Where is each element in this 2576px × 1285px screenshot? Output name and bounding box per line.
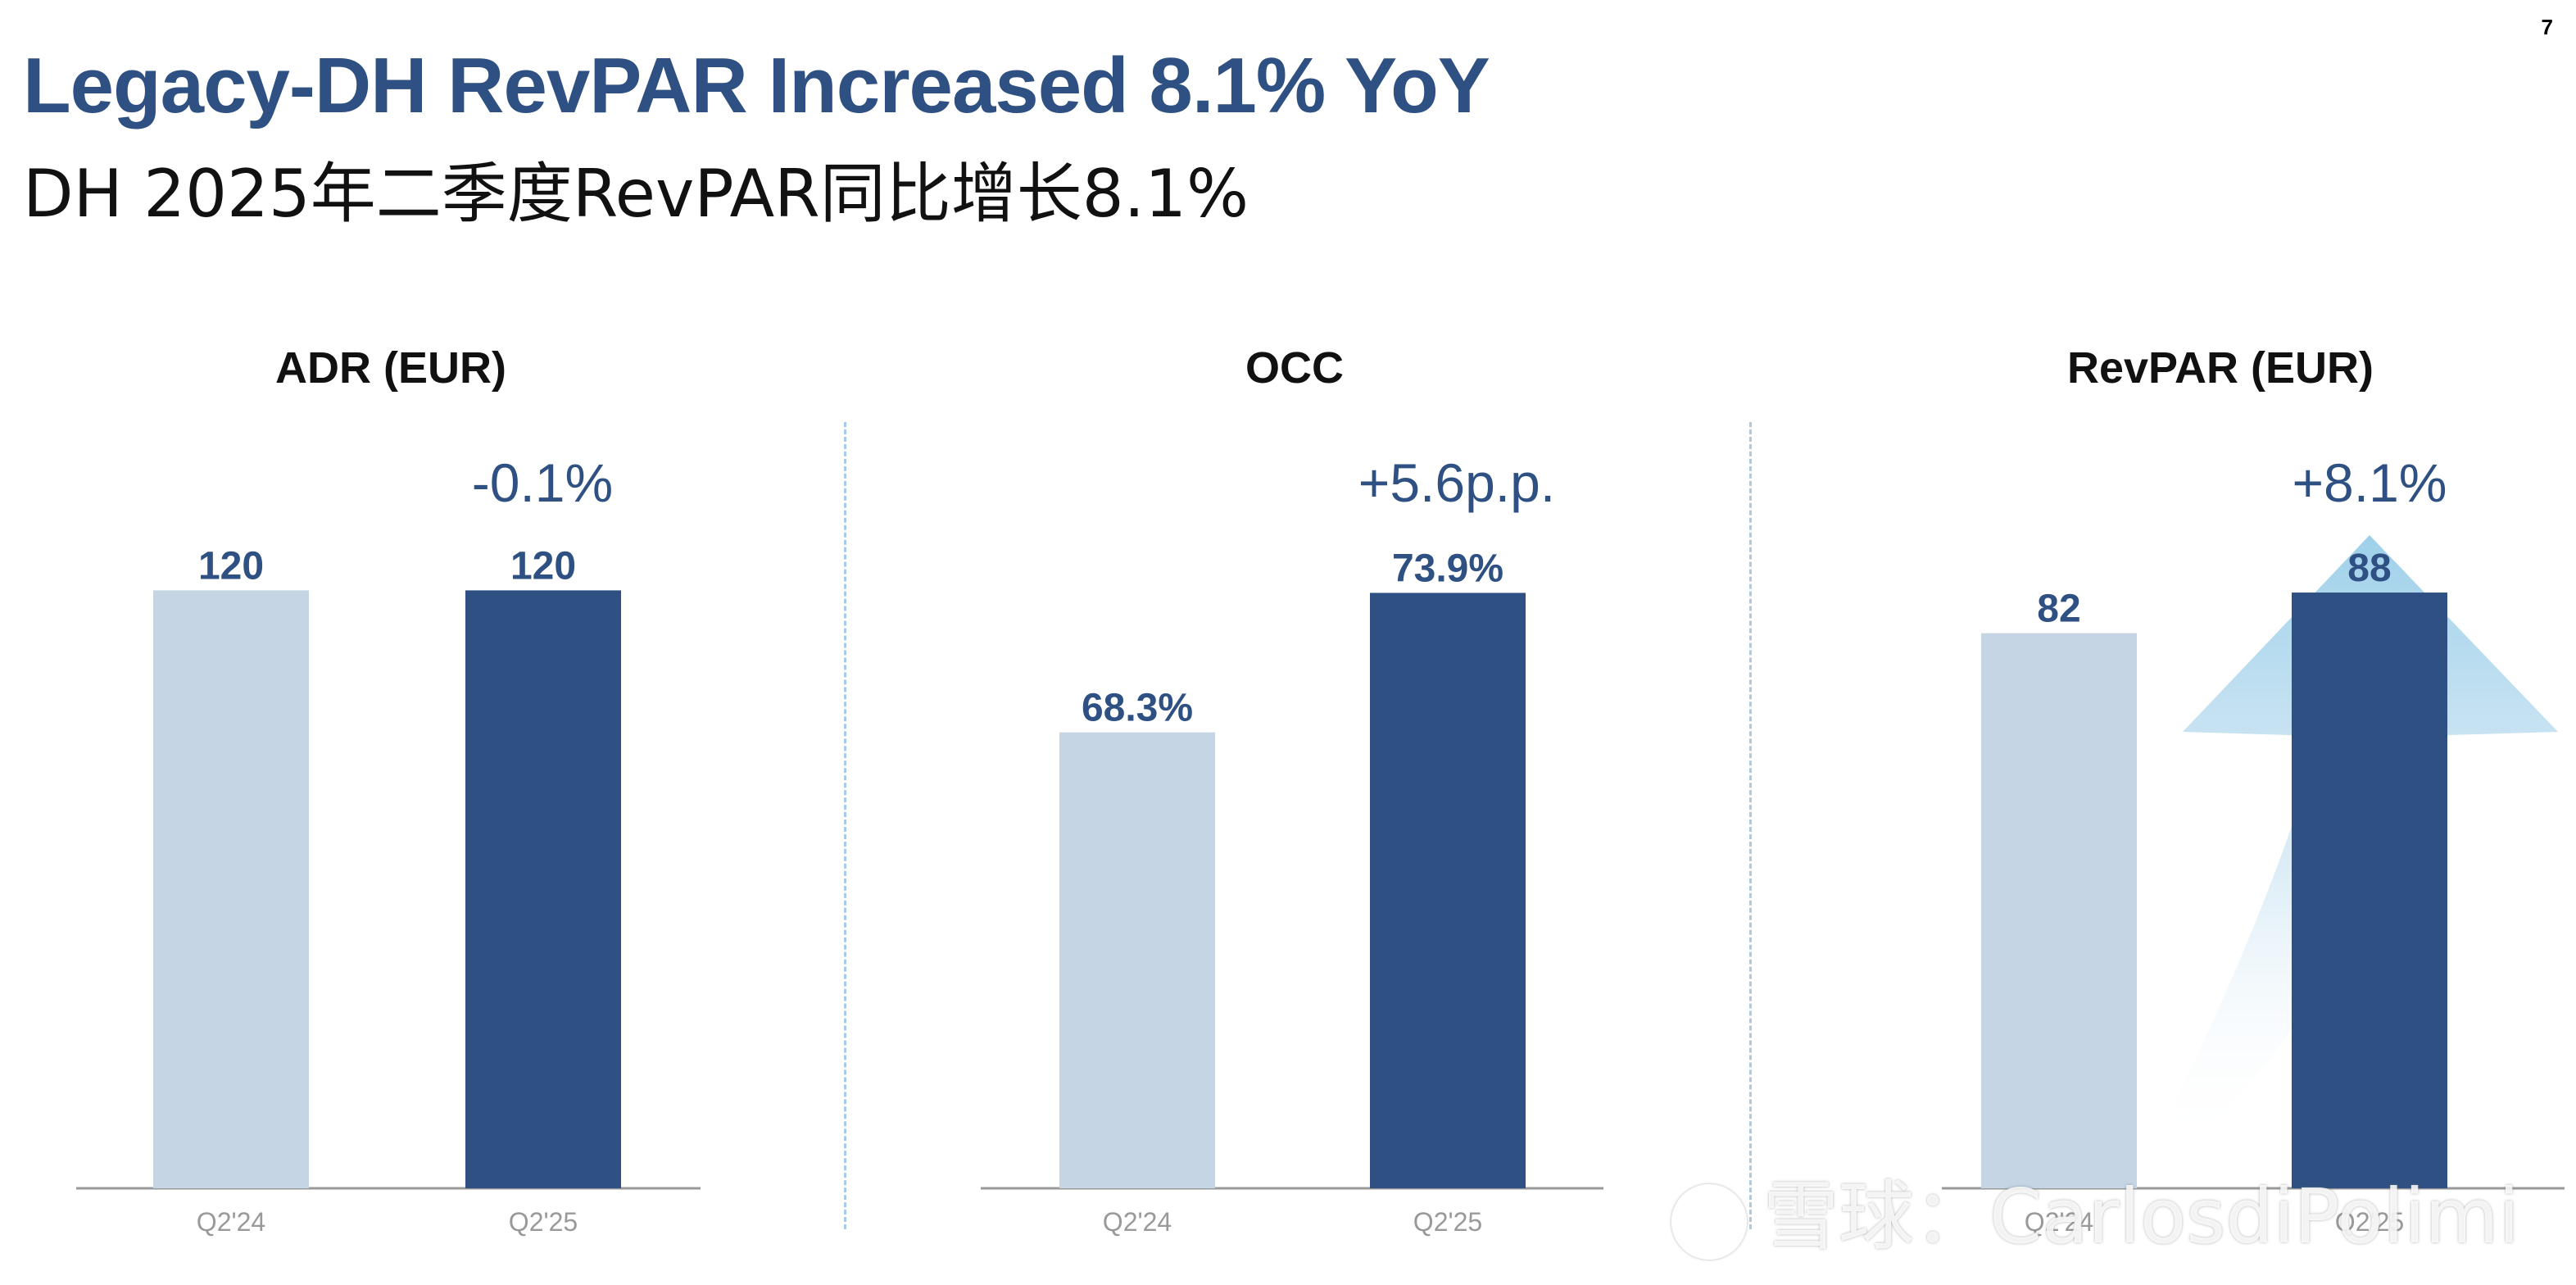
x-tick-label: Q2'24 [197, 1207, 265, 1237]
page-number: 7 [2541, 15, 2553, 39]
x-tick-label: Q2'25 [2335, 1207, 2404, 1237]
data-label: 120 [510, 544, 576, 588]
occ-chart-title: OCC [1245, 343, 1344, 393]
data-label: 73.9% [1392, 547, 1503, 590]
change-label: +8.1% [2293, 452, 2447, 513]
chart-divider [1749, 422, 1752, 1229]
watermark-logo-icon [1671, 1183, 1747, 1260]
x-tick-label: Q2'24 [1103, 1207, 1172, 1237]
bar [1981, 633, 2137, 1188]
data-label: 82 [2037, 588, 2080, 631]
page-subtitle: DH 2025年二季度RevPAR同比增长8.1% [23, 156, 1249, 232]
x-tick-label: Q2'24 [2025, 1207, 2093, 1237]
bar [2292, 593, 2447, 1188]
change-label: -0.1% [472, 452, 613, 513]
revpar-chart-title: RevPAR (EUR) [2066, 343, 2374, 393]
change-label: +5.6p.p. [1358, 452, 1555, 513]
data-label: 88 [2347, 547, 2391, 590]
adr-chart-title: ADR (EUR) [275, 343, 506, 393]
watermark-text: 雪球：CarlosdiPolimi [1763, 1173, 2519, 1260]
bar [465, 590, 621, 1188]
watermark: 雪球：CarlosdiPolimi [1671, 1156, 2519, 1265]
page-title: Legacy-DH RevPAR Increased 8.1% YoY [23, 42, 1490, 129]
chart-divider [844, 422, 846, 1229]
data-label: 68.3% [1082, 687, 1193, 730]
data-label: 120 [198, 544, 264, 588]
x-tick-label: Q2'25 [1413, 1207, 1482, 1237]
bar [1370, 593, 1526, 1188]
bar [1059, 732, 1215, 1188]
bar [153, 590, 309, 1188]
x-tick-label: Q2'25 [509, 1207, 578, 1237]
